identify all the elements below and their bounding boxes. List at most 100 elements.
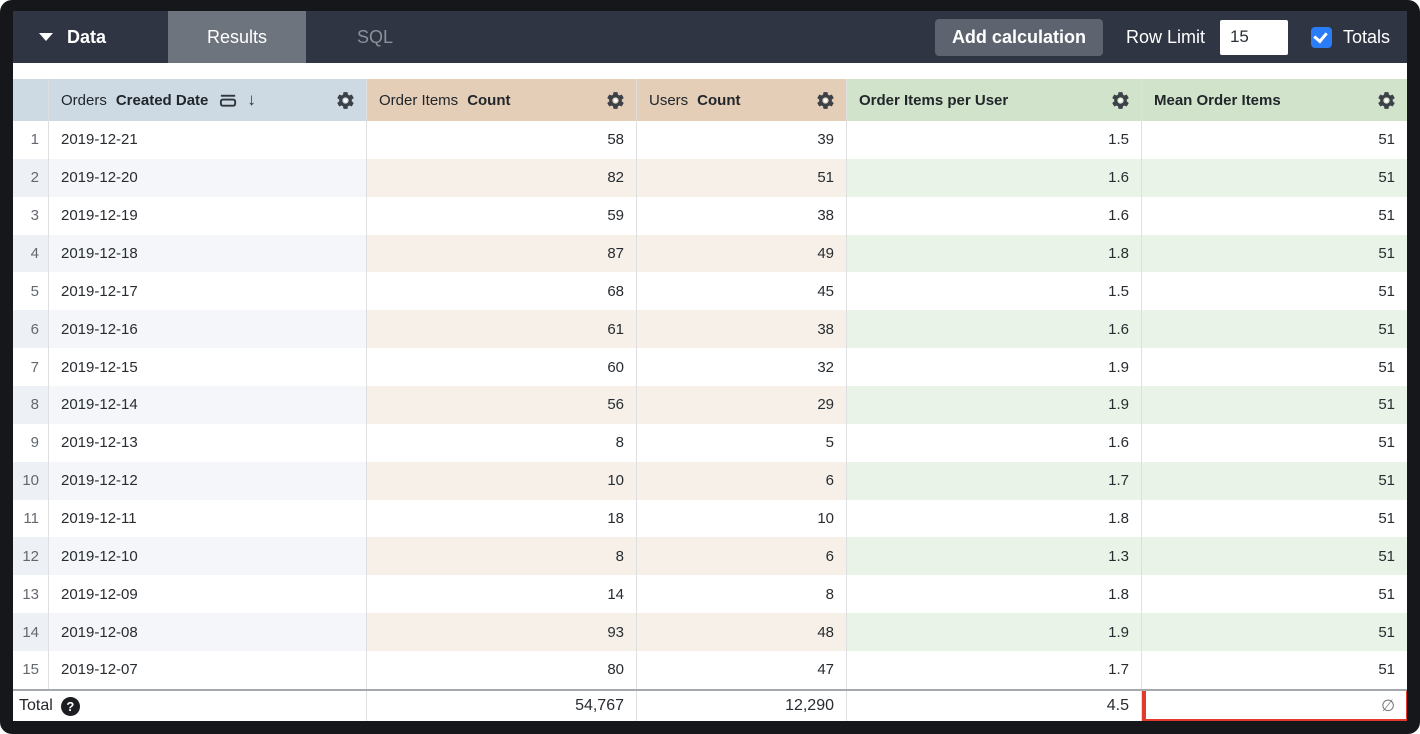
cell-order-items-per-user[interactable]: 1.5 xyxy=(847,272,1142,311)
cell-users-count[interactable]: 32 xyxy=(637,348,847,387)
cell-order-items-count[interactable]: 56 xyxy=(367,386,637,424)
cell-order-items-per-user[interactable]: 1.8 xyxy=(847,234,1142,273)
cell-order-items-per-user[interactable]: 1.7 xyxy=(847,651,1142,689)
total-mean-order-items: ∅ xyxy=(1142,691,1407,721)
cell-order-items-per-user[interactable]: 1.6 xyxy=(847,196,1142,235)
cell-orders-created-date[interactable]: 2019-12-17 xyxy=(49,272,367,311)
column-header-order-items-count[interactable]: Order Items Count xyxy=(367,79,637,121)
highlight-box xyxy=(1142,691,1407,721)
cell-order-items-per-user[interactable]: 1.8 xyxy=(847,575,1142,614)
cell-order-items-count[interactable]: 8 xyxy=(367,537,637,576)
cell-mean-order-items[interactable]: 51 xyxy=(1142,537,1407,576)
cell-orders-created-date[interactable]: 2019-12-21 xyxy=(49,121,367,159)
cell-order-items-count[interactable]: 60 xyxy=(367,348,637,387)
cell-order-items-count[interactable]: 10 xyxy=(367,461,637,500)
cell-mean-order-items[interactable]: 51 xyxy=(1378,434,1395,452)
cell-mean-order-items[interactable]: 51 xyxy=(1378,358,1395,376)
cell-users-count[interactable]: 6 xyxy=(637,461,847,500)
cell-orders-created-date[interactable]: 2019-12-16 xyxy=(49,310,367,349)
cell-orders-created-date[interactable]: 2019-12-10 xyxy=(49,537,367,576)
cell-mean-order-items[interactable]: 51 xyxy=(1378,207,1395,225)
help-icon[interactable]: ? xyxy=(60,696,80,716)
gear-icon[interactable] xyxy=(335,90,356,111)
cell-orders-created-date[interactable]: 2019-12-13 xyxy=(49,423,367,462)
cell-mean-order-items[interactable]: 51 xyxy=(1142,310,1407,349)
cell-mean-order-items[interactable]: 51 xyxy=(1378,661,1395,679)
table-row: 8 2019-12-14 56 29 1.9 51 xyxy=(13,386,1407,424)
cell-orders-created-date[interactable]: 2019-12-07 xyxy=(49,651,367,689)
cell-orders-created-date[interactable]: 2019-12-11 xyxy=(49,499,367,538)
cell-users-count[interactable]: 8 xyxy=(637,575,847,614)
cell-order-items-count[interactable]: 14 xyxy=(367,575,637,614)
cell-users-count[interactable]: 6 xyxy=(637,537,847,576)
cell-users-count[interactable]: 45 xyxy=(637,272,847,311)
cell-orders-created-date[interactable]: 2019-12-18 xyxy=(49,234,367,273)
cell-users-count[interactable]: 49 xyxy=(637,234,847,273)
cell-mean-order-items[interactable]: 51 xyxy=(1378,131,1395,149)
tab-sql[interactable]: SQL xyxy=(356,26,394,47)
cell-users-count[interactable]: 10 xyxy=(637,499,847,538)
totals-checkbox[interactable] xyxy=(1310,26,1332,48)
cell-orders-created-date[interactable]: 2019-12-19 xyxy=(49,196,367,235)
cell-users-count[interactable]: 5 xyxy=(637,423,847,462)
gear-icon[interactable] xyxy=(815,90,836,111)
row-number: 2 xyxy=(13,158,49,197)
cell-users-count[interactable]: 29 xyxy=(637,386,847,424)
cell-order-items-per-user[interactable]: 1.6 xyxy=(847,423,1142,462)
cell-mean-order-items[interactable]: 51 xyxy=(1142,386,1407,424)
gear-icon[interactable] xyxy=(1376,90,1397,111)
cell-orders-created-date[interactable]: 2019-12-14 xyxy=(49,386,367,424)
row-number: 7 xyxy=(13,348,49,387)
add-calculation-button[interactable]: Add calculation xyxy=(934,18,1103,56)
cell-orders-created-date[interactable]: 2019-12-12 xyxy=(49,461,367,500)
row-number: 10 xyxy=(13,461,49,500)
tab-results[interactable]: Results xyxy=(168,11,306,63)
cell-order-items-per-user[interactable]: 1.5 xyxy=(847,121,1142,159)
cell-users-count[interactable]: 47 xyxy=(637,651,847,689)
row-limit-input[interactable] xyxy=(1219,19,1288,55)
gear-icon[interactable] xyxy=(605,90,626,111)
cell-order-items-count[interactable]: 68 xyxy=(367,272,637,311)
cell-mean-order-items[interactable]: 51 xyxy=(1378,510,1395,528)
cell-mean-order-items[interactable]: 51 xyxy=(1142,158,1407,197)
cell-order-items-per-user[interactable]: 1.3 xyxy=(847,537,1142,576)
cell-order-items-count[interactable]: 61 xyxy=(367,310,637,349)
cell-order-items-per-user[interactable]: 1.9 xyxy=(847,348,1142,387)
cell-order-items-count[interactable]: 80 xyxy=(367,651,637,689)
column-header-order-items-per-user[interactable]: Order Items per User xyxy=(847,79,1142,121)
cell-users-count[interactable]: 38 xyxy=(637,196,847,235)
cell-order-items-count[interactable]: 93 xyxy=(367,613,637,652)
data-menu[interactable]: Data xyxy=(13,11,168,63)
column-header-users-count[interactable]: Users Count xyxy=(637,79,847,121)
cell-order-items-per-user[interactable]: 1.9 xyxy=(847,613,1142,652)
cell-order-items-per-user[interactable]: 1.6 xyxy=(847,310,1142,349)
cell-users-count[interactable]: 38 xyxy=(637,310,847,349)
cell-users-count[interactable]: 51 xyxy=(637,158,847,197)
cell-order-items-count[interactable]: 87 xyxy=(367,234,637,273)
cell-order-items-count[interactable]: 18 xyxy=(367,499,637,538)
cell-order-items-count[interactable]: 59 xyxy=(367,196,637,235)
row-number: 15 xyxy=(13,651,49,689)
cell-mean-order-items[interactable]: 51 xyxy=(1378,585,1395,603)
cell-users-count[interactable]: 39 xyxy=(637,121,847,159)
cell-order-items-per-user[interactable]: 1.6 xyxy=(847,158,1142,197)
cell-mean-order-items[interactable]: 51 xyxy=(1378,282,1395,300)
column-header-orders-created-date[interactable]: Orders Created Date ↓ xyxy=(49,79,367,121)
cell-orders-created-date[interactable]: 2019-12-09 xyxy=(49,575,367,614)
cell-order-items-per-user[interactable]: 1.9 xyxy=(847,386,1142,424)
cell-mean-order-items[interactable]: 51 xyxy=(1142,613,1407,652)
cell-order-items-per-user[interactable]: 1.7 xyxy=(847,461,1142,500)
cell-order-items-count[interactable]: 58 xyxy=(367,121,637,159)
cell-mean-order-items[interactable]: 51 xyxy=(1142,461,1407,500)
cell-users-count[interactable]: 48 xyxy=(637,613,847,652)
gear-icon[interactable] xyxy=(1110,90,1131,111)
cell-mean-order-items[interactable]: 51 xyxy=(1142,234,1407,273)
cell-orders-created-date[interactable]: 2019-12-20 xyxy=(49,158,367,197)
cell-orders-created-date[interactable]: 2019-12-15 xyxy=(49,348,367,387)
column-header-mean-order-items[interactable]: Mean Order Items xyxy=(1142,79,1407,121)
total-label-cell: Total ? xyxy=(13,691,367,721)
cell-order-items-count[interactable]: 82 xyxy=(367,158,637,197)
cell-order-items-count[interactable]: 8 xyxy=(367,423,637,462)
cell-order-items-per-user[interactable]: 1.8 xyxy=(847,499,1142,538)
cell-orders-created-date[interactable]: 2019-12-08 xyxy=(49,613,367,652)
